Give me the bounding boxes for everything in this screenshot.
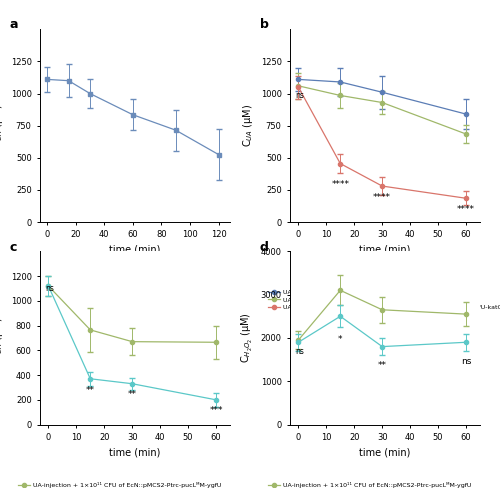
Text: ****: **** bbox=[373, 193, 391, 202]
Text: ns: ns bbox=[296, 91, 304, 100]
Text: ****: **** bbox=[332, 180, 349, 189]
Legend: UA-injection + 1×10¹¹ CFU of EcN::pMCS2-Ptrc-pucLᴹM-ygfU, UA-injection + 1×10¹¹ : UA-injection + 1×10¹¹ CFU of EcN::pMCS2-… bbox=[266, 480, 500, 488]
Text: ***: *** bbox=[210, 406, 223, 415]
Text: ns: ns bbox=[46, 285, 54, 293]
Y-axis label: C$_{UA}$ (μM): C$_{UA}$ (μM) bbox=[0, 104, 5, 147]
Text: d: d bbox=[260, 241, 268, 254]
Text: ns: ns bbox=[296, 347, 304, 356]
X-axis label: time (min): time (min) bbox=[110, 245, 160, 255]
X-axis label: time (min): time (min) bbox=[360, 245, 410, 255]
Y-axis label: C$_{H_2O_2}$ (μM): C$_{H_2O_2}$ (μM) bbox=[240, 313, 255, 363]
Y-axis label: C$_{UA}$ (μM): C$_{UA}$ (μM) bbox=[0, 316, 5, 360]
Text: b: b bbox=[260, 18, 268, 31]
Legend: UA-injection group, UA-injection + 1×10¹¹ CFU of EcN control, UA-injection + 1×1: UA-injection group, UA-injection + 1×10¹… bbox=[266, 287, 500, 313]
Legend: UA-injection group: UA-injection group bbox=[87, 268, 183, 284]
X-axis label: time (min): time (min) bbox=[110, 447, 160, 457]
Text: **: ** bbox=[378, 362, 386, 370]
Y-axis label: C$_{UA}$ (μM): C$_{UA}$ (μM) bbox=[241, 104, 255, 147]
Text: **: ** bbox=[128, 389, 136, 399]
Text: ****: **** bbox=[457, 205, 475, 214]
Text: ns: ns bbox=[461, 357, 471, 366]
Text: a: a bbox=[10, 18, 18, 31]
Legend: UA-injection + 1×10¹¹ CFU of EcN::pMCS2-Ptrc-pucLᴹM-ygfU, UA-injection + 1×10¹¹ : UA-injection + 1×10¹¹ CFU of EcN::pMCS2-… bbox=[16, 480, 254, 488]
Text: **: ** bbox=[86, 386, 95, 395]
Text: *: * bbox=[338, 335, 342, 344]
Text: c: c bbox=[10, 241, 17, 254]
X-axis label: time (min): time (min) bbox=[360, 447, 410, 457]
